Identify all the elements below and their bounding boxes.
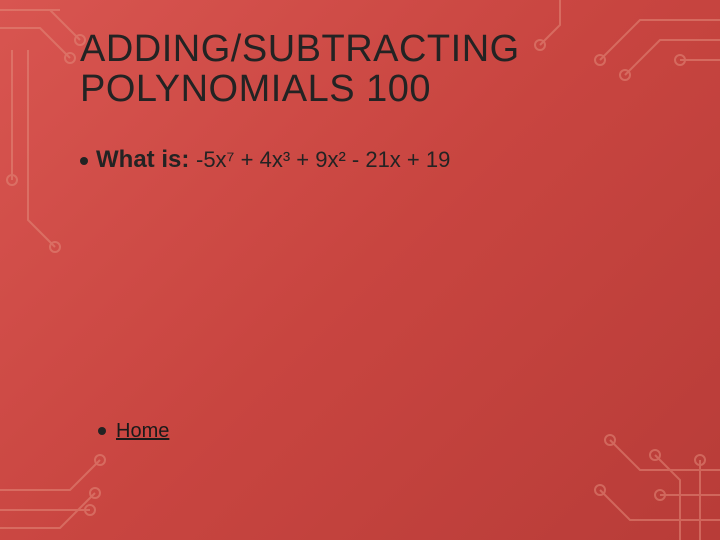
answer-prefix: What is: xyxy=(96,146,196,173)
bullet-icon xyxy=(80,157,88,165)
answer-row: What is: -5x⁷ + 4x³ + 9x² - 21x + 19 xyxy=(80,146,720,174)
title-line-2: POLYNOMIALS 100 xyxy=(80,68,431,110)
bullet-icon xyxy=(98,427,106,435)
title-line-1: ADDING/SUBTRACTING xyxy=(80,28,520,70)
slide-title: ADDING/SUBTRACTING POLYNOMIALS 100 xyxy=(80,30,720,110)
home-row: Home xyxy=(98,420,169,443)
answer-text: What is: -5x⁷ + 4x³ + 9x² - 21x + 19 xyxy=(96,146,450,174)
answer-expression: -5x⁷ + 4x³ + 9x² - 21x + 19 xyxy=(196,147,450,172)
slide-content: ADDING/SUBTRACTING POLYNOMIALS 100 What … xyxy=(0,0,720,540)
home-link[interactable]: Home xyxy=(116,420,169,443)
